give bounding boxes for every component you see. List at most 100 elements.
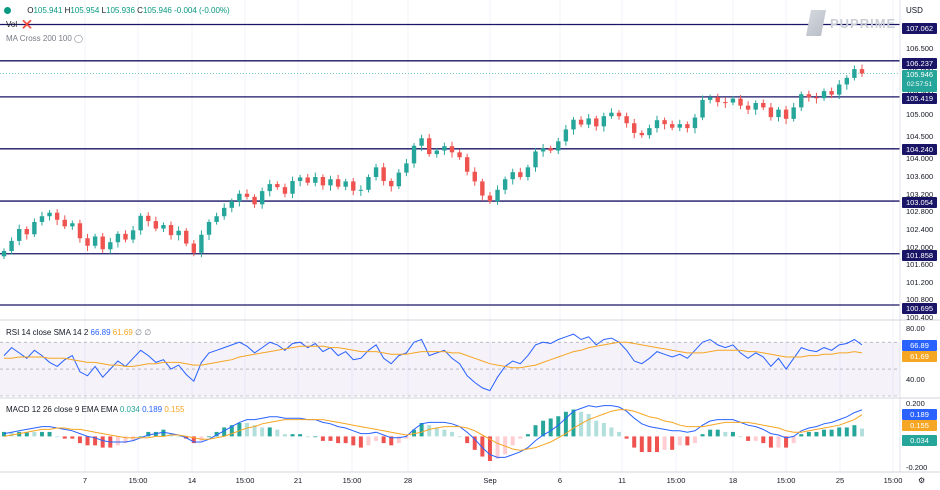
candle-body — [313, 177, 318, 183]
candle-body — [776, 109, 781, 118]
macd-histogram-bar — [548, 418, 553, 437]
price-tick-label: 104.000 — [906, 154, 934, 164]
macd-histogram-bar — [229, 425, 234, 437]
candle-body — [852, 69, 857, 78]
bar-countdown: 02:57:51 — [906, 81, 933, 88]
level-tag-106237: 106.237 — [902, 58, 937, 69]
candle-body — [1, 251, 7, 257]
ma-cross-legend[interactable]: MA Cross 200 100 ◯ — [6, 34, 83, 43]
eye-off-icon[interactable]: ❌ — [22, 20, 33, 29]
ohlc-readout: O105.941 H105.954 L105.936 C105.946 -0.0… — [4, 6, 230, 15]
macd-histogram-bar — [700, 434, 705, 437]
candle-body — [335, 179, 341, 187]
time-tick-label: 21 — [293, 476, 303, 485]
candle-body — [768, 107, 774, 118]
macd-histogram-bar — [829, 429, 834, 437]
macd-histogram-bar — [207, 436, 212, 438]
level-tag-104240: 104.240 — [902, 144, 937, 155]
time-tick-label: 15:00 — [776, 476, 796, 485]
candle-body — [837, 84, 842, 95]
rsi-sma-line — [4, 341, 863, 369]
time-tick-label: 15:00 — [235, 476, 255, 485]
macd-histogram-bar — [39, 431, 44, 437]
macd-histogram-bar — [282, 434, 287, 437]
price-tick-label: 102.400 — [906, 224, 934, 234]
macd-histogram-bar — [814, 431, 819, 437]
settings-gear-icon[interactable]: ⚙ — [918, 476, 926, 485]
candle-body — [753, 102, 758, 110]
candle-body — [685, 124, 690, 129]
macd-histogram-bar — [837, 427, 842, 437]
current-price-tag: 105.946 02:57:51 — [902, 70, 937, 92]
rsi-tick-40: 40.00 — [906, 375, 925, 384]
candle-body — [153, 221, 159, 229]
candle-body — [419, 138, 424, 146]
currency-label: USD — [906, 6, 923, 15]
price-tick-label: 104.500 — [906, 132, 934, 142]
candle-body — [457, 152, 462, 158]
macd-histogram-bar — [852, 425, 857, 437]
macd-histogram-bar — [366, 436, 371, 446]
macd-histogram-bar — [100, 436, 105, 448]
macd-histogram-bar — [434, 427, 439, 437]
macd-histogram-bar — [510, 436, 515, 446]
macd-histogram-bar — [723, 431, 728, 437]
macd-histogram-bar — [77, 436, 82, 444]
macd-histogram-bar — [571, 409, 576, 437]
candle-body — [495, 189, 500, 202]
candle-body — [427, 138, 432, 155]
candle-body — [715, 97, 720, 103]
candle-body — [108, 242, 113, 250]
candle-body — [540, 148, 546, 152]
macd-histogram-bar — [563, 411, 568, 437]
macd-histogram-bar — [358, 436, 363, 448]
candle-body — [601, 116, 607, 127]
macd-histogram-bar — [115, 436, 120, 446]
macd-histogram-bar — [328, 436, 333, 441]
time-tick-label: Sep — [483, 476, 497, 485]
macd-histogram-bar — [784, 436, 789, 448]
hidden-eye-icon[interactable]: ◯ — [74, 34, 83, 43]
macd-histogram-bar — [647, 436, 652, 453]
candle-body — [525, 167, 531, 178]
level-tag-105419: 105.419 — [902, 93, 937, 104]
candle-body — [791, 107, 796, 119]
macd-histogram-bar — [730, 431, 735, 437]
candle-body — [806, 94, 812, 98]
macd-histogram-bar — [586, 414, 591, 437]
macd-histogram-bar — [267, 427, 272, 437]
candle-body — [389, 180, 394, 187]
macd-histogram-bar — [427, 425, 432, 437]
candle-body — [282, 187, 288, 194]
candle-body — [229, 201, 234, 208]
candle-body — [829, 91, 834, 95]
candle-body — [411, 145, 417, 164]
rsi-legend[interactable]: RSI 14 close SMA 14 2 66.89 61.69 ∅ ∅ — [6, 328, 152, 337]
candle-body — [130, 230, 136, 240]
macd-histogram-bar — [822, 429, 827, 437]
candle-body — [214, 216, 219, 222]
macd-histogram-bar — [419, 422, 424, 437]
macd-histogram-bar — [495, 436, 500, 459]
candle-body — [502, 179, 508, 190]
macd-histogram-bar — [70, 436, 75, 439]
macd-line — [3, 405, 863, 458]
rsi-tick-80: 80.00 — [906, 324, 925, 333]
macd-histogram-bar — [396, 436, 401, 444]
candle-body — [571, 119, 576, 130]
level-tag-107: 107.062 — [902, 23, 937, 34]
macd-histogram-bar — [313, 436, 318, 438]
candle-body — [472, 171, 477, 182]
macd-tick-neg0200: -0.200 — [906, 463, 928, 472]
level-tag-101858: 101.858 — [902, 250, 937, 261]
macd-histogram-bar — [670, 436, 675, 450]
price-tick-label: 100.800 — [906, 295, 934, 305]
candle-body — [237, 193, 242, 202]
macd-histogram-bar — [412, 429, 417, 437]
macd-legend[interactable]: MACD 12 26 close 9 EMA EMA 0.034 0.189 0… — [6, 405, 185, 414]
macd-histogram-bar — [449, 431, 454, 437]
macd-histogram-bar — [374, 436, 379, 441]
macd-histogram-bar — [275, 429, 280, 437]
time-tick-label: 15:00 — [666, 476, 686, 485]
